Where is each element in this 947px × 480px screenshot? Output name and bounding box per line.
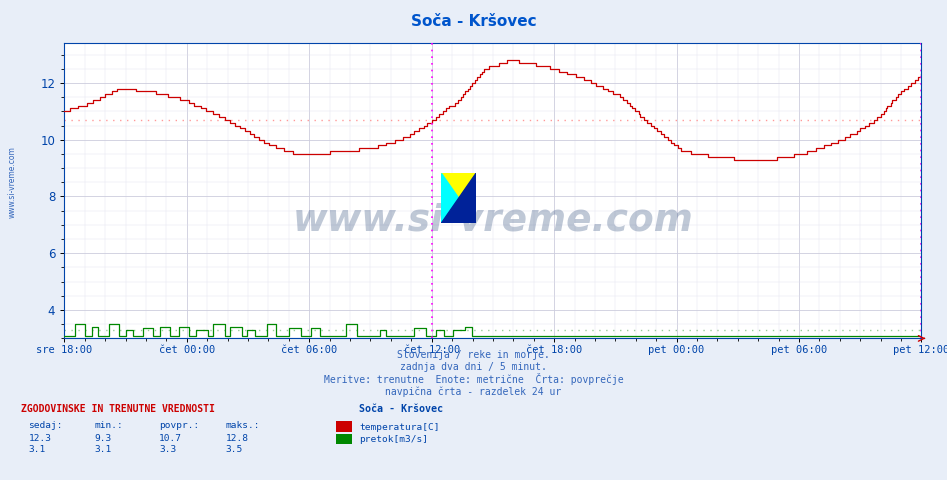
Polygon shape xyxy=(441,173,476,223)
Text: 3.5: 3.5 xyxy=(225,444,242,454)
Text: Soča - Kršovec: Soča - Kršovec xyxy=(411,14,536,29)
Polygon shape xyxy=(441,173,476,223)
Text: Slovenija / reke in morje.: Slovenija / reke in morje. xyxy=(397,349,550,360)
Text: povpr.:: povpr.: xyxy=(159,420,200,430)
Text: www.si-vreme.com: www.si-vreme.com xyxy=(293,203,693,239)
Text: 3.1: 3.1 xyxy=(95,444,112,454)
Text: 10.7: 10.7 xyxy=(159,433,182,443)
Text: pretok[m3/s]: pretok[m3/s] xyxy=(359,435,428,444)
Text: Meritve: trenutne  Enote: metrične  Črta: povprečje: Meritve: trenutne Enote: metrične Črta: … xyxy=(324,372,623,384)
Text: zadnja dva dni / 5 minut.: zadnja dva dni / 5 minut. xyxy=(400,362,547,372)
Text: www.si-vreme.com: www.si-vreme.com xyxy=(8,146,17,218)
Text: min.:: min.: xyxy=(95,420,123,430)
Text: sedaj:: sedaj: xyxy=(28,420,63,430)
Text: temperatura[C]: temperatura[C] xyxy=(359,422,439,432)
Text: 9.3: 9.3 xyxy=(95,433,112,443)
Text: navpična črta - razdelek 24 ur: navpična črta - razdelek 24 ur xyxy=(385,386,562,397)
Text: 12.8: 12.8 xyxy=(225,433,248,443)
Text: 3.3: 3.3 xyxy=(159,444,176,454)
Text: 12.3: 12.3 xyxy=(28,433,51,443)
Text: maks.:: maks.: xyxy=(225,420,259,430)
Text: ZGODOVINSKE IN TRENUTNE VREDNOSTI: ZGODOVINSKE IN TRENUTNE VREDNOSTI xyxy=(21,404,215,414)
Text: 3.1: 3.1 xyxy=(28,444,45,454)
Text: Soča - Kršovec: Soča - Kršovec xyxy=(359,404,443,414)
